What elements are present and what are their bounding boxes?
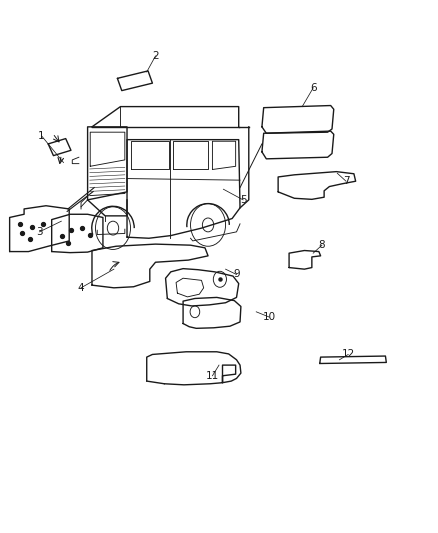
Text: 4: 4	[78, 283, 85, 293]
Text: 9: 9	[233, 270, 240, 279]
Text: 12: 12	[342, 350, 355, 359]
Text: 8: 8	[318, 240, 325, 250]
Text: 1: 1	[38, 131, 45, 141]
Text: 6: 6	[310, 83, 317, 93]
Text: 10: 10	[263, 312, 276, 322]
Text: 7: 7	[343, 176, 350, 186]
Text: 5: 5	[240, 195, 247, 205]
Text: 11: 11	[206, 371, 219, 381]
Text: 2: 2	[152, 51, 159, 61]
Text: 3: 3	[36, 227, 43, 237]
